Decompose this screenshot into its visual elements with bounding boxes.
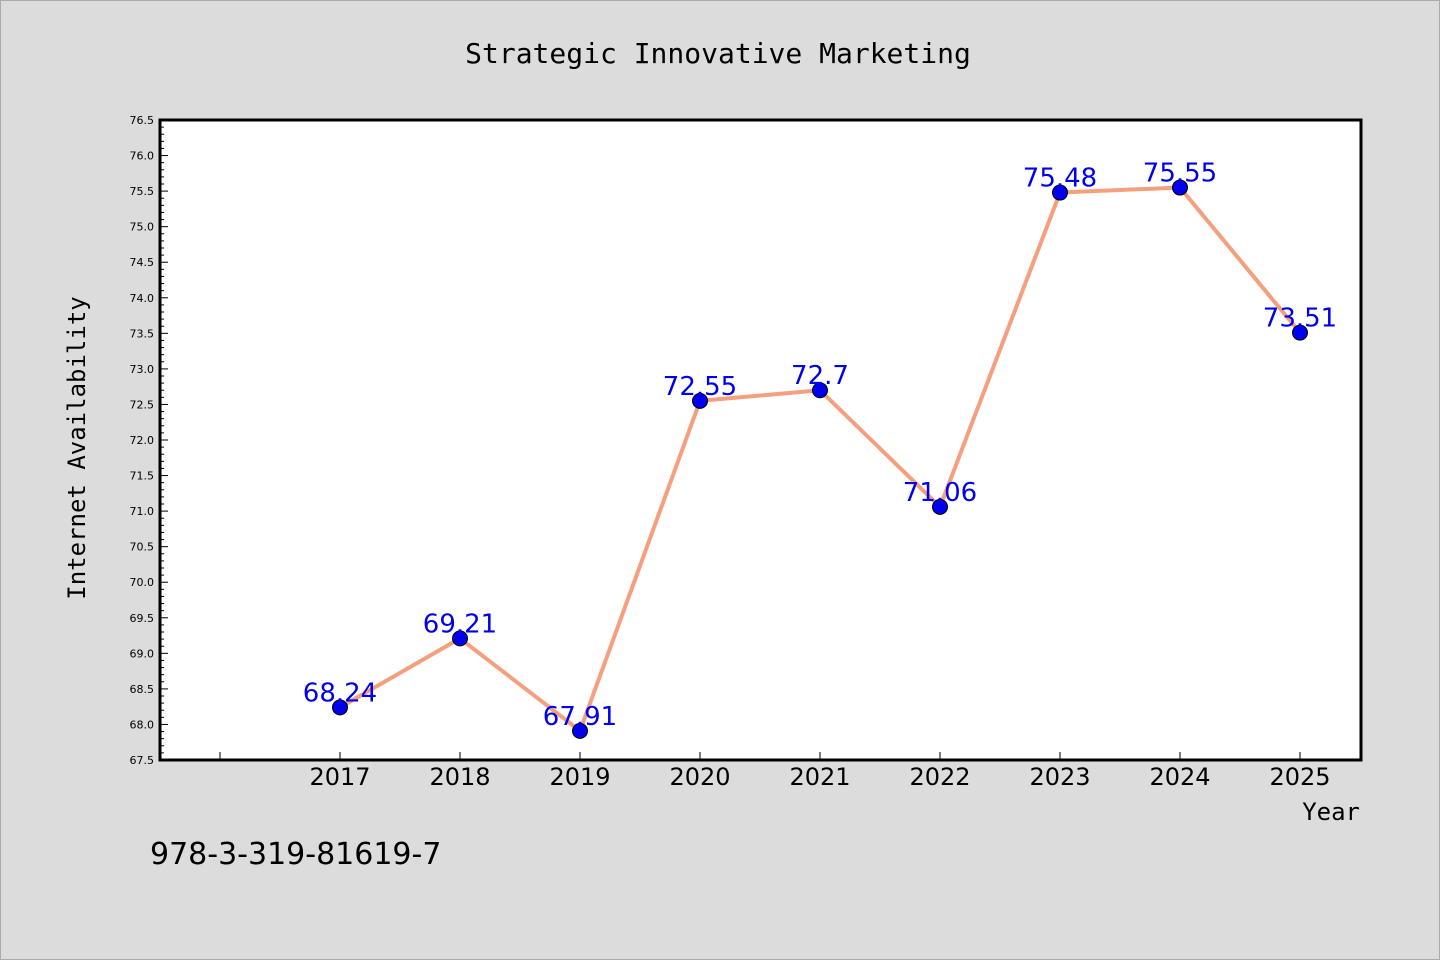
data-label: 68.24 [303, 678, 377, 708]
y-tick-label: 73.5 [130, 327, 155, 340]
y-tick-label: 72.0 [130, 434, 155, 447]
data-label: 72.55 [663, 372, 737, 402]
data-point [1052, 184, 1068, 201]
x-axis-label: Year [1302, 798, 1360, 826]
data-label: 72.7 [791, 361, 849, 391]
chart-title: Strategic Innovative Marketing [465, 37, 971, 70]
data-point [452, 630, 468, 647]
x-axis: 2017 2018 2019 2020 2021 2022 2023 2024 2025 [219, 752, 1331, 791]
y-tick-label: 71.0 [130, 505, 155, 518]
y-tick-label: 76.0 [130, 150, 155, 163]
data-point [1292, 324, 1308, 341]
isbn-text: 978-3-319-81619-7 [150, 837, 441, 872]
data-label: 67.91 [543, 702, 617, 732]
y-tick-label: 69.0 [130, 647, 155, 660]
x-tick-label: 2019 [549, 763, 610, 791]
y-tick-label: 75.0 [130, 221, 155, 234]
y-tick-label: 68.0 [130, 718, 155, 731]
series-line-group: 68.24 69.21 67.91 72.55 72.7 71.06 75.48 75.55 7… [303, 159, 1337, 739]
y-tick-label: 68.5 [130, 683, 155, 696]
y-axis-label: Internet Availability [63, 296, 91, 599]
y-tick-label: 74.5 [130, 256, 155, 269]
data-point [932, 498, 948, 515]
data-label: 75.55 [1143, 159, 1217, 189]
y-tick-label: 75.5 [130, 185, 155, 198]
x-tick-label: 2017 [309, 763, 370, 791]
x-tick-label: 2018 [429, 763, 490, 791]
y-tick-label: 73.0 [130, 363, 155, 376]
data-point [692, 392, 708, 409]
x-tick-label: 2021 [789, 763, 850, 791]
y-tick-label: 69.5 [130, 612, 155, 625]
data-label: 73.51 [1263, 304, 1337, 334]
x-tick-label: 2020 [669, 763, 730, 791]
y-tick-label: 67.5 [130, 754, 155, 767]
x-tick-label: 2024 [1149, 763, 1210, 791]
data-label: 69.21 [423, 609, 497, 639]
plot-area [158, 118, 1363, 762]
data-point [1172, 179, 1188, 196]
y-axis: 67.5 68.0 68.5 69.0 69.5 70.0 70.5 71.0 71.5 72.0… [130, 114, 168, 767]
data-point [572, 722, 588, 739]
y-tick-label: 70.5 [130, 541, 155, 554]
y-tick-label: 76.5 [130, 114, 155, 127]
y-tick-label: 72.5 [130, 398, 155, 411]
y-tick-label: 71.5 [130, 470, 155, 483]
y-tick-label: 74.0 [130, 292, 155, 305]
data-point [332, 699, 348, 716]
data-label: 71.06 [903, 478, 977, 508]
x-tick-label: 2025 [1269, 763, 1330, 791]
y-tick-label: 70.0 [130, 576, 155, 589]
x-tick-label: 2022 [909, 763, 970, 791]
data-point [812, 382, 828, 399]
x-tick-label: 2023 [1029, 763, 1090, 791]
data-label: 75.48 [1023, 164, 1097, 194]
